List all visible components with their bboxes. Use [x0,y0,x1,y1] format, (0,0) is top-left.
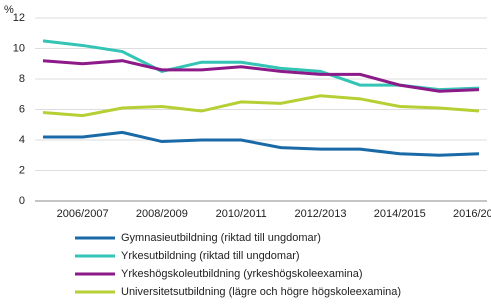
legend-label: Yrkeshögskoleutbildning (yrkeshögskoleex… [121,268,363,280]
legend-label: Universitetsutbildning (lägre och högre … [121,286,401,298]
x-tick-label: 2006/2007 [57,208,109,220]
x-tick-label: 2014/2015 [374,208,426,220]
y-tick-label: 6 [19,103,25,115]
legend-label: Yrkesutbildning (riktad till ungdomar) [121,250,300,262]
y-tick-label: 8 [19,73,25,85]
y-tick-label: 0 [19,195,25,207]
series-line [42,94,480,118]
legend-label: Gymnasieutbildning (riktad till ungdomar… [121,232,321,244]
series-line [43,130,480,157]
x-tick-label: 2016/2017 [453,208,491,220]
y-tick-label: 2 [19,164,25,176]
x-tick-label: 2008/2009 [136,208,188,220]
y-tick-label: 10 [13,42,25,54]
series-line [42,59,480,93]
y-tick-label: 12 [13,12,25,24]
x-tick-label: 2012/2013 [294,208,346,220]
y-tick-label: 4 [19,134,25,146]
y-axis-unit: % [4,4,14,16]
x-tick-label: 2010/2011 [216,208,267,220]
